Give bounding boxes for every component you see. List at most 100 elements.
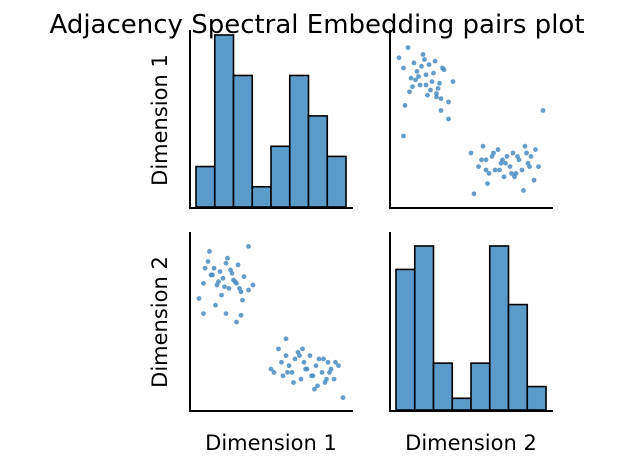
top-scatter-point-25 bbox=[422, 57, 427, 62]
top-scatter-point-11 bbox=[429, 79, 435, 84]
top-scatter-point-2 bbox=[401, 65, 406, 71]
top-scatter-point-71 bbox=[401, 133, 406, 139]
top-scatter-point-57 bbox=[503, 160, 508, 166]
bottom-scatter-point-5 bbox=[211, 265, 217, 271]
bottom-scatter-point-13 bbox=[235, 262, 241, 268]
panel-top-right-spines bbox=[389, 30, 553, 209]
bottom-scatter-point-52 bbox=[336, 363, 341, 369]
bottom-scatter-point-29 bbox=[246, 287, 251, 293]
top-scatter-point-7 bbox=[417, 82, 423, 88]
bottom-scatter-point-20 bbox=[231, 277, 236, 283]
bottom-scatter-point-15 bbox=[241, 274, 247, 280]
panel-dim2-vs-dim1-scatter-top bbox=[389, 30, 553, 209]
top-scatter-point-9 bbox=[423, 72, 429, 78]
top-scatter-point-18 bbox=[419, 63, 424, 69]
top-scatter-point-17 bbox=[413, 77, 418, 83]
top-scatter-point-67 bbox=[540, 108, 546, 113]
y-label-dimension-1: Dimension 1 bbox=[148, 54, 172, 186]
bottom-scatter-point-70 bbox=[246, 244, 251, 249]
dim2-hist-bar-6 bbox=[488, 245, 510, 411]
bottom-scatter-point-1 bbox=[196, 296, 202, 301]
top-scatter-point-53 bbox=[479, 157, 484, 163]
bottom-scatter-point-30 bbox=[250, 282, 256, 288]
bottom-scatter-point-38 bbox=[292, 356, 298, 362]
bottom-scatter-point-9 bbox=[223, 260, 229, 266]
bottom-scatter-point-27 bbox=[234, 280, 239, 286]
dim2-hist-bar-7 bbox=[507, 303, 529, 411]
dim1-hist-bar-4 bbox=[251, 185, 272, 208]
top-scatter-point-6 bbox=[414, 69, 420, 74]
bottom-scatter-point-62 bbox=[333, 359, 338, 365]
top-scatter-point-48 bbox=[522, 143, 528, 149]
top-scatter-point-59 bbox=[515, 154, 520, 159]
top-scatter-point-27 bbox=[434, 94, 439, 100]
top-scatter-point-56 bbox=[497, 167, 502, 173]
bottom-scatter-point-22 bbox=[202, 265, 208, 271]
top-scatter-point-28 bbox=[440, 65, 445, 71]
bottom-scatter-point-8 bbox=[220, 275, 226, 281]
bottom-scatter-point-69 bbox=[234, 319, 239, 325]
top-scatter-point-42 bbox=[504, 154, 510, 159]
top-scatter-point-14 bbox=[438, 96, 444, 101]
dim1-hist-bar-2 bbox=[213, 34, 235, 208]
dim1-hist-bar-7 bbox=[307, 115, 329, 208]
top-scatter-point-50 bbox=[528, 154, 534, 159]
top-scatter-point-20 bbox=[431, 70, 436, 76]
top-scatter-point-16 bbox=[407, 89, 412, 95]
top-scatter-point-8 bbox=[420, 52, 426, 57]
top-scatter-point-66 bbox=[524, 150, 529, 156]
top-scatter-point-62 bbox=[533, 147, 538, 153]
top-scatter-point-19 bbox=[425, 92, 430, 98]
bottom-scatter-point-64 bbox=[300, 346, 305, 352]
bottom-scatter-point-55 bbox=[291, 380, 296, 385]
panel-dim2-hist-spines bbox=[389, 232, 553, 412]
bottom-scatter-point-10 bbox=[226, 286, 232, 291]
top-scatter-point-30 bbox=[450, 79, 456, 84]
bottom-scatter-point-51 bbox=[331, 376, 337, 382]
top-scatter-point-35 bbox=[483, 157, 489, 163]
bottom-scatter-point-18 bbox=[219, 292, 224, 298]
top-scatter-point-12 bbox=[432, 58, 438, 64]
dim2-hist-bar-8 bbox=[526, 385, 547, 411]
bottom-scatter-point-26 bbox=[228, 267, 233, 273]
top-scatter-point-39 bbox=[495, 147, 501, 153]
bottom-scatter-point-7 bbox=[217, 269, 223, 274]
bottom-scatter-point-40 bbox=[298, 376, 304, 382]
bottom-scatter-point-21 bbox=[237, 286, 242, 291]
bottom-scatter-point-59 bbox=[315, 383, 320, 389]
top-scatter-point-24 bbox=[416, 74, 421, 79]
top-scatter-point-43 bbox=[507, 164, 513, 170]
chart-title: Adjacency Spectral Embedding pairs plot bbox=[49, 10, 584, 40]
top-scatter-point-61 bbox=[527, 164, 532, 170]
bottom-scatter-point-53 bbox=[279, 359, 284, 365]
bottom-scatter-point-54 bbox=[285, 370, 290, 375]
bottom-scatter-point-43 bbox=[307, 353, 313, 358]
x-label-dimension-1: Dimension 1 bbox=[205, 431, 337, 455]
top-scatter-point-34 bbox=[480, 143, 486, 149]
top-scatter-point-36 bbox=[486, 171, 492, 176]
top-scatter-point-54 bbox=[485, 181, 490, 187]
dim2-hist-bar-3 bbox=[432, 362, 454, 411]
bottom-scatter-point-72 bbox=[271, 370, 277, 375]
top-scatter-point-21 bbox=[437, 80, 442, 86]
dim1-hist-bar-5 bbox=[270, 145, 291, 208]
bottom-scatter-point-36 bbox=[286, 363, 292, 369]
bottom-scatter-point-49 bbox=[325, 359, 331, 365]
bottom-scatter-point-65 bbox=[312, 386, 317, 392]
bottom-scatter-point-35 bbox=[283, 353, 289, 358]
bottom-scatter-point-32 bbox=[268, 366, 274, 372]
bottom-scatter-point-41 bbox=[301, 359, 307, 365]
top-scatter-point-4 bbox=[408, 75, 414, 81]
bottom-scatter-point-31 bbox=[238, 312, 244, 318]
bottom-scatter-point-56 bbox=[297, 353, 302, 358]
bottom-scatter-point-19 bbox=[225, 255, 230, 261]
bottom-scatter-point-25 bbox=[222, 284, 227, 290]
bottom-scatter-point-58 bbox=[309, 373, 314, 379]
top-scatter-point-33 bbox=[476, 164, 481, 170]
bottom-scatter-point-16 bbox=[207, 249, 212, 254]
top-scatter-point-47 bbox=[519, 167, 525, 173]
top-scatter-point-26 bbox=[428, 87, 433, 93]
top-scatter-point-13 bbox=[435, 86, 441, 91]
dim1-hist-bar-3 bbox=[232, 74, 254, 208]
